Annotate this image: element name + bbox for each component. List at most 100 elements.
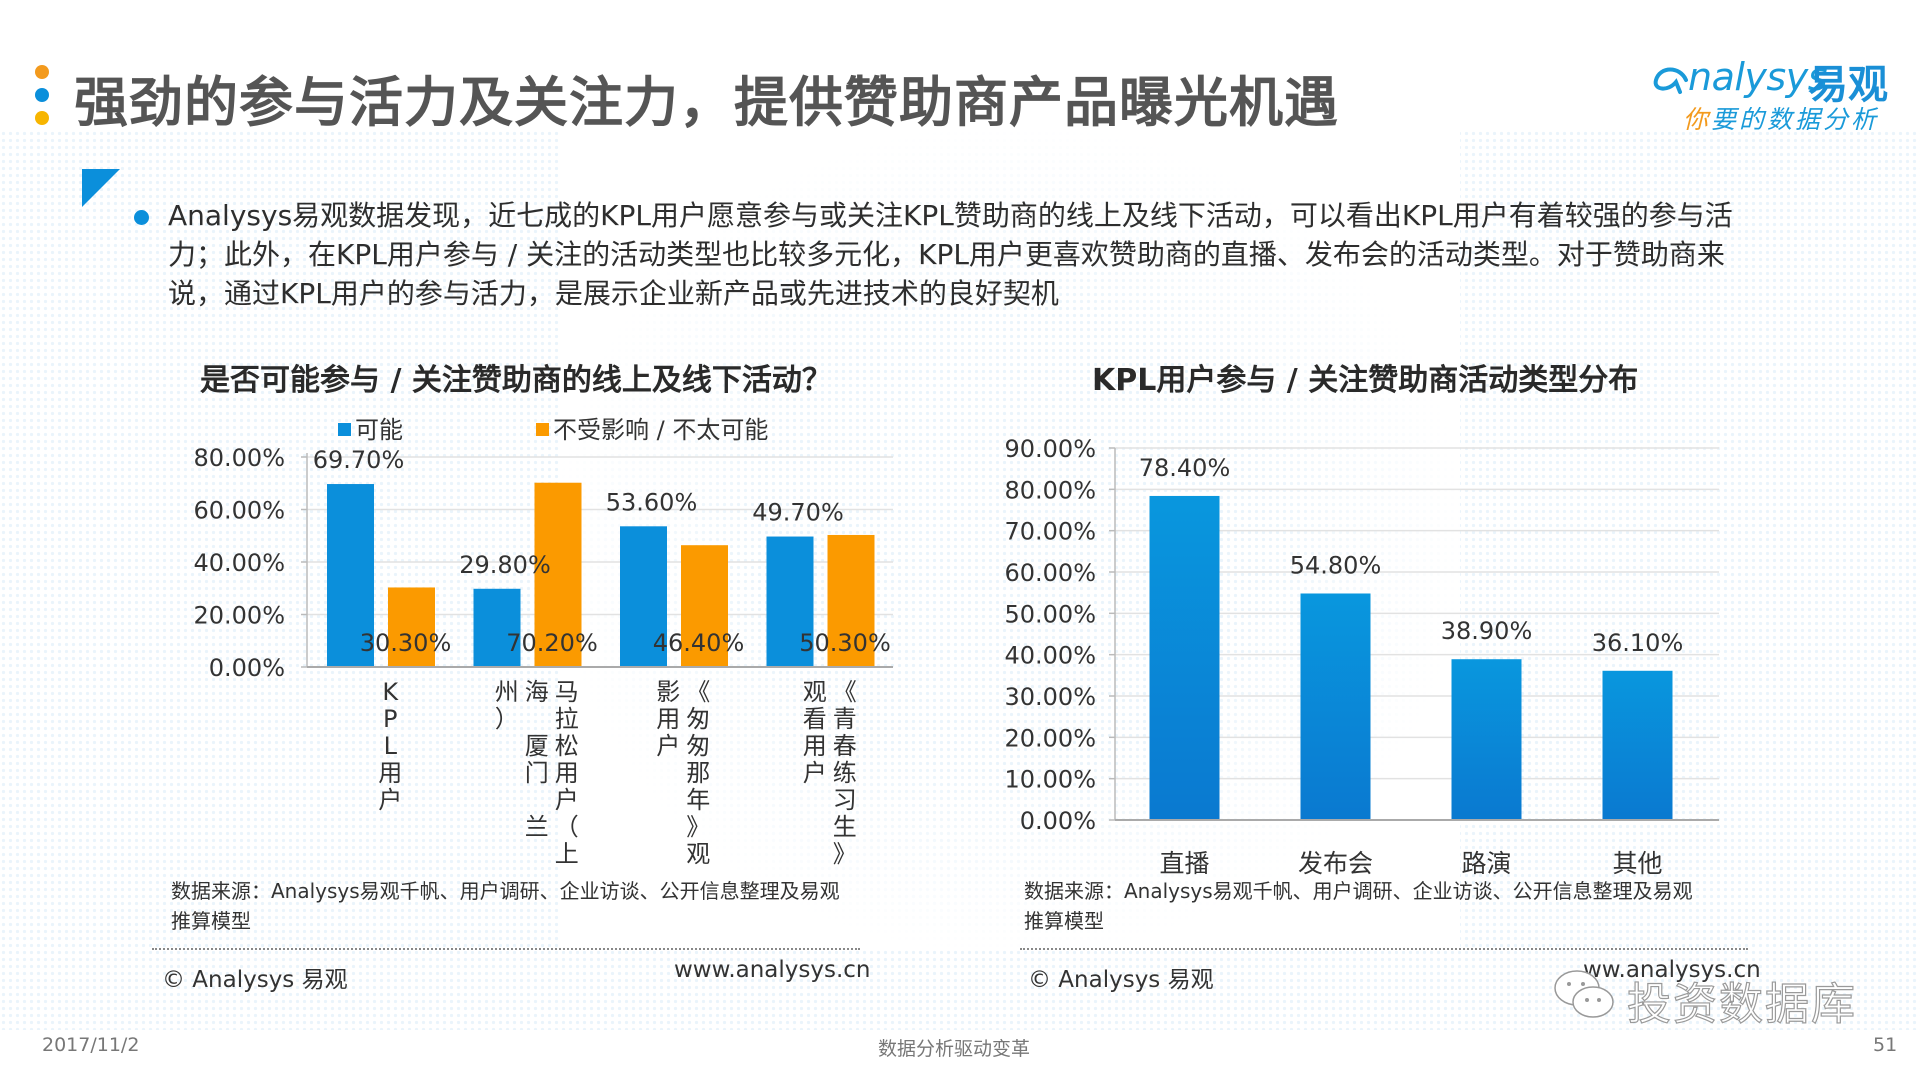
right-site-link[interactable]: ww.analysys.cn	[1583, 957, 1761, 983]
blue-dot-icon	[35, 88, 49, 102]
right-dotted-divider	[1020, 948, 1748, 950]
watermark-text: 投资数据库	[1626, 978, 1857, 1030]
x-category-label-char: 匆	[686, 732, 710, 760]
legend-label: 不受影响 / 不太可能	[553, 416, 769, 444]
x-category-label-char: 》	[833, 840, 857, 868]
x-category-label: 发布会	[1298, 849, 1373, 878]
bar-possible	[473, 588, 521, 667]
source-line: 数据来源：Analysys易观千帆、用户调研、企业访谈、公开信息整理及易观	[171, 879, 840, 903]
left-source-note: 数据来源：Analysys易观千帆、用户调研、企业访谈、公开信息整理及易观 推算…	[171, 876, 840, 936]
x-category-label: 路演	[1461, 849, 1511, 878]
left-copyright: © Analysys 易观	[162, 967, 348, 993]
source-line: 推算模型	[171, 909, 251, 933]
y-tick-label: 40.00%	[1004, 642, 1096, 670]
x-category-label-char: （	[555, 813, 579, 841]
x-category-label-char: L	[384, 732, 398, 760]
x-category-label-char: 《	[833, 678, 857, 706]
left-bar-chart: 0.00% 20.00% 40.00% 60.00% 80.00% 69.70% 30.30…	[193, 444, 893, 868]
y-tick-label: 20.00%	[1004, 724, 1096, 752]
page-number: 51	[1873, 1034, 1898, 1056]
y-tick-label: 40.00%	[193, 549, 285, 577]
bar-unlikely	[388, 587, 435, 667]
x-category-label-char: 影	[656, 678, 680, 706]
x-category-label-char: 》	[686, 813, 710, 841]
legend-item-unlikely: 不受影响 / 不太可能	[536, 410, 768, 445]
y-tick-label: 80.00%	[1004, 476, 1096, 504]
bar	[1149, 495, 1220, 820]
x-category-label-char: 拉	[555, 705, 579, 733]
x-category-label-char: 户	[378, 786, 402, 814]
y-tick-label: 60.00%	[1004, 559, 1096, 587]
data-label: 78.40%	[1139, 454, 1231, 482]
x-category-label-char: 用	[555, 759, 579, 787]
x-category-label-char: 《	[686, 678, 710, 706]
x-category-label-char: 上	[555, 840, 579, 868]
data-label: 54.80%	[1290, 551, 1382, 579]
logo-a-icon	[1653, 67, 1688, 94]
x-category-label-char: 马	[555, 678, 579, 706]
data-label-possible: 29.80%	[459, 551, 551, 579]
legend-label: 可能	[355, 416, 403, 444]
y-tick-label: 30.00%	[1004, 683, 1096, 711]
right-bar-chart: 0.00% 10.00% 20.00% 30.00% 40.00% 50.00% 60.00…	[1004, 435, 1719, 878]
x-category-label-char: 年	[686, 786, 710, 814]
bullet-icon	[134, 210, 149, 225]
logo-slogan: 你要的数据分析	[1683, 100, 1879, 136]
x-category-label-char: 户	[803, 759, 827, 787]
data-label-unlikely: 70.20%	[506, 629, 598, 657]
y-tick-label: 80.00%	[193, 444, 285, 472]
x-category-label-char: 春	[833, 732, 857, 760]
right-copyright: © Analysys 易观	[1028, 967, 1214, 993]
x-category-label-char: 匆	[686, 705, 710, 733]
x-category-label-char: 用	[378, 759, 402, 787]
source-line: 数据来源：Analysys易观千帆、用户调研、企业访谈、公开信息整理及易观	[1024, 879, 1693, 903]
x-category-label-char: 兰	[525, 813, 549, 841]
source-line: 推算模型	[1024, 909, 1104, 933]
x-category-label-char: 习	[833, 786, 857, 814]
x-category-label-char: P	[383, 705, 397, 733]
data-label-unlikely: 46.40%	[653, 629, 745, 657]
legend-swatch-blue	[338, 423, 351, 436]
x-category-label-char: 看	[803, 705, 827, 733]
x-category-label-char: 那	[686, 759, 710, 787]
x-category-label-char: 户	[555, 786, 579, 814]
x-category-label-char: 观	[686, 840, 710, 868]
left-dotted-divider	[152, 948, 860, 950]
y-tick-label: 90.00%	[1004, 435, 1096, 463]
logo-brand-cn: 易观	[1808, 62, 1888, 108]
data-label-possible: 49.70%	[752, 499, 844, 527]
data-label-possible: 53.60%	[606, 488, 698, 516]
bar	[1451, 659, 1522, 820]
data-label-possible: 69.70%	[313, 446, 405, 474]
data-label-unlikely: 50.30%	[799, 629, 891, 657]
left-site-link[interactable]: www.analysys.cn	[674, 957, 871, 983]
bar-unlikely	[534, 482, 582, 667]
legend-item-possible: 可能	[338, 410, 403, 445]
bar-possible	[766, 536, 814, 667]
y-tick-label: 10.00%	[1004, 766, 1096, 794]
x-category-label-char: 用	[803, 732, 827, 760]
x-category-label-char: 门	[525, 759, 549, 787]
bar-unlikely	[827, 534, 875, 667]
footer-date: 2017/11/2	[42, 1034, 140, 1056]
bar-unlikely	[681, 545, 728, 667]
yellow-dot-icon	[35, 111, 49, 125]
corner-triangle-icon	[82, 169, 120, 207]
x-category-label-char: K	[382, 678, 399, 706]
bar	[1300, 593, 1371, 820]
y-tick-label: 0.00%	[1020, 807, 1096, 835]
x-category-label-char: 厦	[525, 732, 549, 760]
right-source-note: 数据来源：Analysys易观千帆、用户调研、企业访谈、公开信息整理及易观 推算…	[1024, 876, 1693, 936]
wechat-icon	[1554, 970, 1614, 1018]
right-chart-title: KPL用户参与 / 关注赞助商活动类型分布	[1092, 363, 1639, 398]
bar-possible	[620, 526, 667, 667]
x-category-label-char: 松	[555, 732, 579, 760]
data-label: 38.90%	[1441, 617, 1533, 645]
x-category-label-char: 州	[495, 678, 519, 706]
x-category-label-char: 户	[656, 732, 680, 760]
y-tick-label: 0.00%	[209, 654, 285, 682]
x-category-label-char: 观	[803, 678, 827, 706]
x-category-label-char: 青	[833, 705, 857, 733]
x-category-label-char: ）	[495, 705, 519, 733]
summary-text: Analysys易观数据发现，近七成的KPL用户愿意参与或关注KPL赞助商的线上…	[168, 199, 1733, 310]
